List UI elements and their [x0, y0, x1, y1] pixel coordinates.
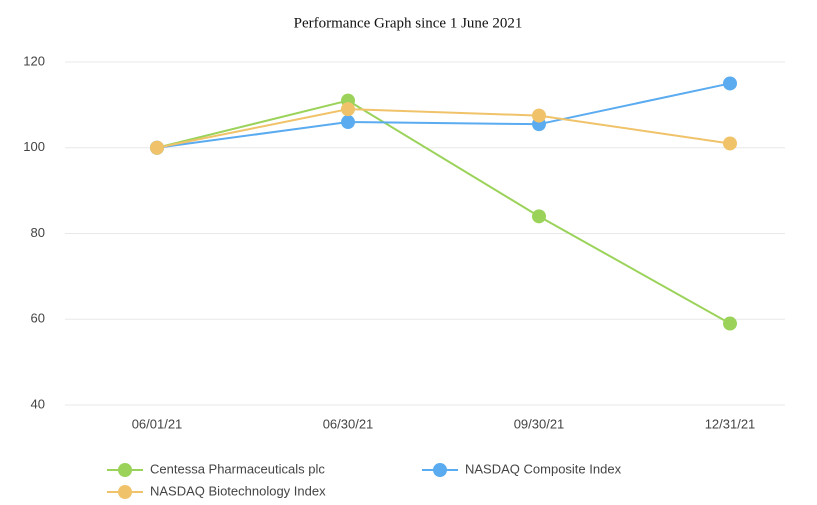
x-tick-label: 06/30/21 — [323, 416, 374, 431]
legend-marker — [118, 485, 132, 499]
data-point — [532, 209, 546, 224]
legend-label: Centessa Pharmaceuticals plc — [150, 461, 325, 476]
data-point — [150, 140, 164, 155]
legend-marker — [118, 463, 132, 477]
legend-label: NASDAQ Biotechnology Index — [150, 483, 326, 498]
series-line — [156, 108, 731, 149]
chart-title: Performance Graph since 1 June 2021 — [294, 15, 523, 31]
legend-label: NASDAQ Composite Index — [465, 461, 622, 476]
data-point — [341, 115, 355, 130]
y-tick-label: 100 — [23, 139, 45, 154]
x-tick-label: 09/30/21 — [514, 416, 565, 431]
series-line — [156, 82, 731, 149]
data-point — [723, 76, 737, 91]
data-point — [341, 102, 355, 117]
y-tick-label: 80 — [31, 225, 45, 240]
series-line — [156, 99, 731, 325]
data-point — [532, 108, 546, 123]
y-tick-label: 120 — [23, 53, 45, 68]
data-point — [723, 316, 737, 331]
y-tick-label: 60 — [31, 311, 45, 326]
data-point — [723, 136, 737, 151]
legend-marker — [433, 463, 447, 477]
y-tick-label: 40 — [31, 396, 45, 411]
x-tick-label: 12/31/21 — [705, 416, 756, 431]
x-tick-label: 06/01/21 — [132, 416, 183, 431]
